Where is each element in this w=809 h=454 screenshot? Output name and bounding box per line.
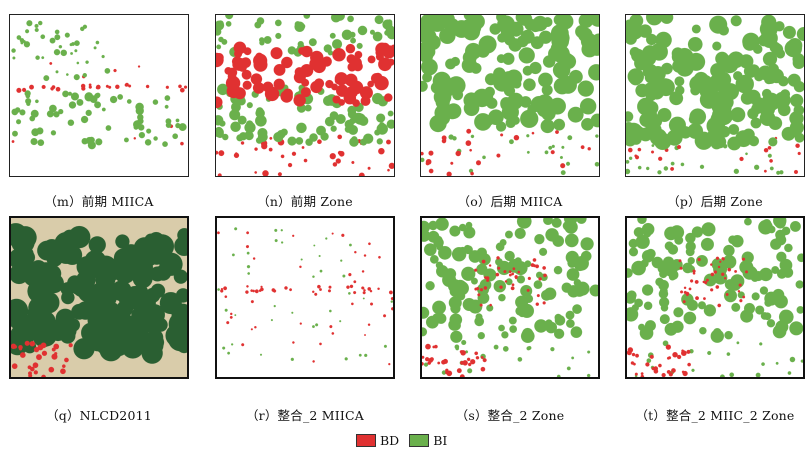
caption-s: （s）整合_2 Zone: [455, 408, 565, 423]
map-panel-t: [625, 216, 805, 379]
map-texture: [421, 15, 599, 176]
map-panel-m: [9, 14, 189, 177]
caption-q: （q）NLCD2011: [46, 408, 152, 423]
legend-swatch-bd: [356, 433, 376, 447]
map-texture: [216, 15, 394, 176]
caption-o: （o）后期 MIICA: [457, 194, 563, 209]
legend-item-bd: BD: [356, 433, 399, 448]
map-texture: [11, 218, 187, 377]
legend-item-bi: BI: [409, 433, 447, 448]
map-panel-n: [215, 14, 395, 177]
map-texture: [626, 15, 804, 176]
map-panel-o: [420, 14, 600, 177]
map-panel-s: [420, 216, 600, 379]
caption-p: （p）后期 Zone: [667, 194, 763, 209]
legend-swatch-bi: [409, 433, 430, 447]
map-panel-p: [625, 14, 805, 177]
caption-t: （t）整合_2 MIIC_2 Zone: [635, 408, 795, 423]
map-texture: [627, 218, 803, 377]
map-texture: [10, 15, 188, 176]
map-texture: [422, 218, 598, 377]
map-texture: [217, 218, 393, 377]
caption-r: （r）整合_2 MIICA: [245, 408, 365, 423]
map-panel-q: [9, 216, 189, 379]
legend-label-bd: BD: [380, 432, 400, 448]
map-panel-r: [215, 216, 395, 379]
caption-n: （n）前期 Zone: [257, 194, 353, 209]
legend-label-bi: BI: [433, 432, 448, 448]
caption-m: （m）前期 MIICA: [44, 194, 154, 209]
legend: BD BI: [356, 432, 457, 448]
